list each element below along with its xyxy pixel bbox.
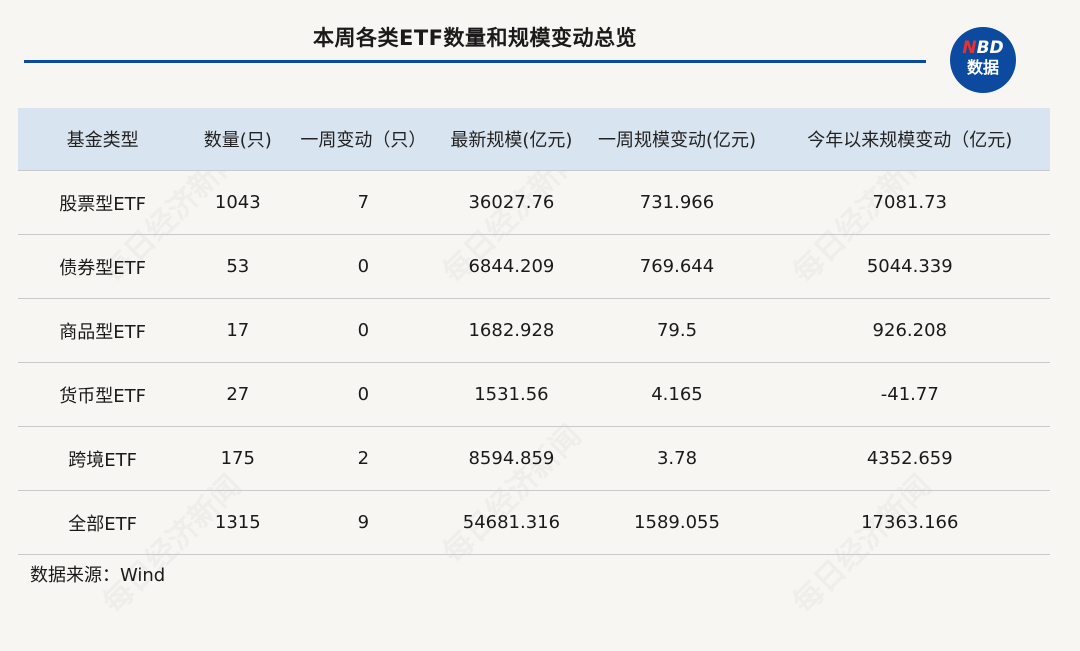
table-cell: 79.5 [584,298,770,363]
table-header: 基金类型 数量(只) 一周变动（只） 最新规模(亿元) 一周规模变动(亿元) 今年以来规模… [18,108,1050,171]
source-note: 数据来源：Wind [30,565,166,586]
table-row: 全部ETF 1315 9 54681.316 1589.055 17363.166 [18,490,1050,555]
table-cell: 跨境ETF [18,426,188,491]
table-row: 货币型ETF 27 0 1531.56 4.165 -41.77 [18,362,1050,427]
table-cell: 7081.73 [769,170,1050,235]
table-cell: 1315 [187,490,289,555]
table-cell: -41.77 [769,362,1050,427]
logo-bd: BD [976,38,1004,58]
page-title: 本周各类ETF数量和规模变动总览 [312,26,637,50]
table-cell: 731.966 [584,170,770,235]
table-cell: 36027.76 [438,170,585,235]
table-row: 跨境ETF 175 2 8594.859 3.78 4352.659 [18,426,1050,491]
etf-table: 基金类型 数量(只) 一周变动（只） 最新规模(亿元) 一周规模变动(亿元) 今年以来规模… [18,108,1050,555]
table-cell: 股票型ETF [18,170,188,235]
table-cell: 1531.56 [438,362,585,427]
table-cell: 175 [187,426,289,491]
table-cell: 1589.055 [584,490,770,555]
column-header: 一周规模变动(亿元) [584,108,770,171]
table-cell: 17 [187,298,289,363]
nbd-logo: NBD 数据 [950,27,1016,93]
table-cell: 926.208 [769,298,1050,363]
table-cell: 货币型ETF [18,362,188,427]
table-cell: 4352.659 [769,426,1050,491]
table-row: 债券型ETF 53 0 6844.209 769.644 5044.339 [18,234,1050,299]
logo-text: 数据 [966,58,999,77]
table-cell: 6844.209 [438,234,585,299]
table-cell: 769.644 [584,234,770,299]
table-cell: 8594.859 [438,426,585,491]
table-row: 商品型ETF 17 0 1682.928 79.5 926.208 [18,298,1050,363]
table-cell: 53 [187,234,289,299]
column-header: 今年以来规模变动（亿元) [769,108,1050,171]
table-cell: 0 [288,362,439,427]
table-cell: 4.165 [584,362,770,427]
table-cell: 0 [288,234,439,299]
column-header: 最新规模(亿元) [438,108,585,171]
table-cell: 27 [187,362,289,427]
column-header: 数量(只) [187,108,289,171]
table-cell: 债券型ETF [18,234,188,299]
table-cell: 1682.928 [438,298,585,363]
logo-n: N [962,38,977,58]
table-cell: 3.78 [584,426,770,491]
column-header: 基金类型 [18,108,188,171]
table-cell: 1043 [187,170,289,235]
table-cell: 0 [288,298,439,363]
table-cell: 54681.316 [438,490,585,555]
table-cell: 9 [288,490,439,555]
table-cell: 全部ETF [18,490,188,555]
table-row: 股票型ETF 1043 7 36027.76 731.966 7081.73 [18,170,1050,235]
table-cell: 7 [288,170,439,235]
table-cell: 17363.166 [769,490,1050,555]
table-cell: 5044.339 [769,234,1050,299]
table-cell: 2 [288,426,439,491]
title-divider [24,60,926,63]
table-cell: 商品型ETF [18,298,188,363]
column-header: 一周变动（只） [288,108,439,171]
